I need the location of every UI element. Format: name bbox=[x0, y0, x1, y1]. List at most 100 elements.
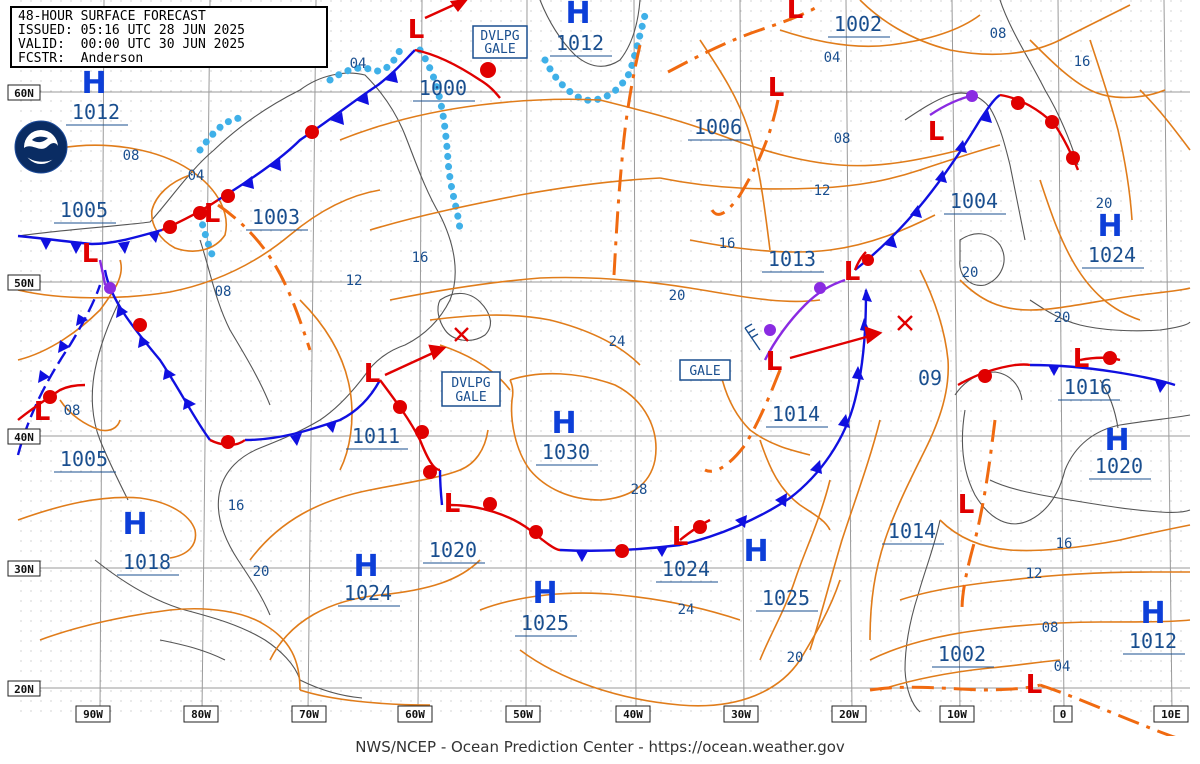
lat-label-60n: 60N bbox=[14, 87, 34, 100]
low-center: L 1000 bbox=[408, 15, 475, 102]
low-center: L 1005 bbox=[54, 198, 116, 269]
svg-text:H: H bbox=[565, 0, 590, 31]
front-symbols bbox=[38, 62, 1167, 562]
isobar-label: 12 bbox=[814, 183, 831, 199]
warning-box-gale: GALE bbox=[679, 359, 731, 381]
high-center-value: 1018 bbox=[123, 550, 171, 574]
isobar-label: 08 bbox=[1042, 620, 1059, 636]
svg-text:L: L bbox=[34, 397, 51, 427]
chart-title: 48-HOUR SURFACE FORECAST bbox=[18, 9, 206, 24]
low-center-value: 1011 bbox=[352, 424, 400, 448]
coastlines bbox=[17, 0, 1191, 713]
isobar-label: 20 bbox=[787, 650, 804, 666]
center-value: 1025 bbox=[762, 586, 810, 610]
high-center-value: 1012 bbox=[1129, 629, 1177, 653]
svg-text:H: H bbox=[122, 507, 147, 542]
svg-text:L: L bbox=[928, 117, 945, 147]
svg-text:H: H bbox=[1097, 209, 1122, 244]
low-center: L 1014 bbox=[766, 347, 828, 428]
center-value: 09 bbox=[918, 366, 942, 390]
svg-text:GALE: GALE bbox=[455, 390, 486, 405]
isobar-label: 12 bbox=[346, 273, 363, 289]
isobar-label: 16 bbox=[1074, 54, 1091, 70]
low-center: L 1024 bbox=[656, 522, 718, 583]
lon-label-50w: 50W bbox=[513, 708, 533, 721]
low-center-value: 1014 bbox=[888, 519, 936, 543]
high-center-value: 1012 bbox=[72, 100, 120, 124]
low-center-value: 1005 bbox=[60, 447, 108, 471]
isobar-label: 16 bbox=[412, 250, 429, 266]
svg-text:L: L bbox=[204, 199, 221, 229]
latitude-axis: 60N 50N 40N 30N 20N bbox=[7, 84, 41, 697]
low-center-value: 1002 bbox=[938, 642, 986, 666]
graticule bbox=[18, 0, 1190, 713]
forecaster: FCSTR: Anderson bbox=[18, 51, 144, 66]
isobar-label: 16 bbox=[228, 498, 245, 514]
low-center: L 1011 bbox=[346, 359, 408, 450]
lon-label-90w: 90W bbox=[83, 708, 103, 721]
isobar-label: 20 bbox=[1054, 310, 1071, 326]
svg-text:L: L bbox=[364, 359, 381, 389]
lon-label-30w: 30W bbox=[731, 708, 751, 721]
lon-tick-30w: 30W bbox=[723, 705, 759, 723]
lon-label-0: 0 bbox=[1060, 708, 1067, 721]
isobar-label: 08 bbox=[215, 284, 232, 300]
high-center: H 1012 bbox=[66, 66, 128, 126]
svg-text:L: L bbox=[787, 0, 804, 25]
warning-box-dvlpg-gale-south: DVLPG GALE bbox=[441, 371, 501, 407]
svg-text:L: L bbox=[958, 490, 975, 520]
svg-text:H: H bbox=[81, 66, 106, 101]
low-center-value: 1013 bbox=[768, 247, 816, 271]
isobar-label: 28 bbox=[631, 482, 648, 498]
lon-tick-50w: 50W bbox=[505, 705, 541, 723]
isobar-label: 04 bbox=[350, 56, 367, 72]
lon-label-10e: 10E bbox=[1161, 708, 1181, 721]
low-center: L 1020 bbox=[423, 489, 485, 564]
svg-text:L: L bbox=[1073, 344, 1090, 374]
high-center-value: 1025 bbox=[521, 611, 569, 635]
lat-label-20n: 20N bbox=[14, 683, 34, 696]
high-center: H 1012 bbox=[1123, 596, 1185, 655]
high-center-value: 1024 bbox=[1088, 243, 1136, 267]
high-center: H 1018 bbox=[117, 507, 179, 576]
isobar-label: 20 bbox=[962, 265, 979, 281]
low-center-value: 1020 bbox=[429, 538, 477, 562]
position-marks bbox=[454, 315, 913, 342]
wind-barb bbox=[744, 323, 761, 351]
svg-text:H: H bbox=[551, 406, 576, 441]
isobar-label: 12 bbox=[1026, 566, 1043, 582]
valid-time: VALID: 00:00 UTC 30 JUN 2025 bbox=[18, 37, 245, 52]
low-center: L 1013 bbox=[762, 247, 860, 287]
svg-text:GALE: GALE bbox=[484, 42, 515, 57]
lat-label-50n: 50N bbox=[14, 277, 34, 290]
svg-text:H: H bbox=[353, 549, 378, 584]
storm-tracks bbox=[384, 0, 883, 377]
lon-tick-70w: 70W bbox=[291, 705, 327, 723]
isobar-label: 04 bbox=[824, 50, 841, 66]
warning-boxes: DVLPG GALE DVLPG GALE GALE bbox=[441, 25, 731, 407]
trough-lines bbox=[217, 3, 1186, 742]
isobar-label: 08 bbox=[64, 403, 81, 419]
svg-text:L: L bbox=[768, 73, 785, 103]
ice-edge bbox=[196, 11, 649, 266]
low-pressure-centers: L 1005 L 1003 L 1000 L 1005 L 1011 L 102… bbox=[34, 0, 1120, 700]
svg-text:DVLPG: DVLPG bbox=[480, 29, 519, 44]
lon-label-40w: 40W bbox=[623, 708, 643, 721]
svg-text:H: H bbox=[532, 576, 557, 611]
lon-tick-60w: 60W bbox=[397, 705, 433, 723]
low-center: L 1003 bbox=[204, 199, 308, 231]
noaa-logo: NOAA bbox=[14, 120, 68, 174]
lon-tick-40w: 40W bbox=[615, 705, 651, 723]
lon-tick-90w: 90W bbox=[75, 705, 111, 723]
high-center-value: 1020 bbox=[1095, 454, 1143, 478]
isobar-label: 24 bbox=[678, 602, 695, 618]
lon-label-20w: 20W bbox=[839, 708, 859, 721]
svg-text:L: L bbox=[82, 239, 99, 269]
warning-box-dvlpg-gale-north: DVLPG GALE bbox=[472, 25, 528, 59]
svg-text:H: H bbox=[1104, 423, 1129, 458]
low-center-value: 1000 bbox=[419, 76, 467, 100]
low-center: L 1005 bbox=[34, 397, 116, 473]
isobar-label: 04 bbox=[1054, 659, 1071, 675]
isobar-label: 24 bbox=[609, 334, 626, 350]
